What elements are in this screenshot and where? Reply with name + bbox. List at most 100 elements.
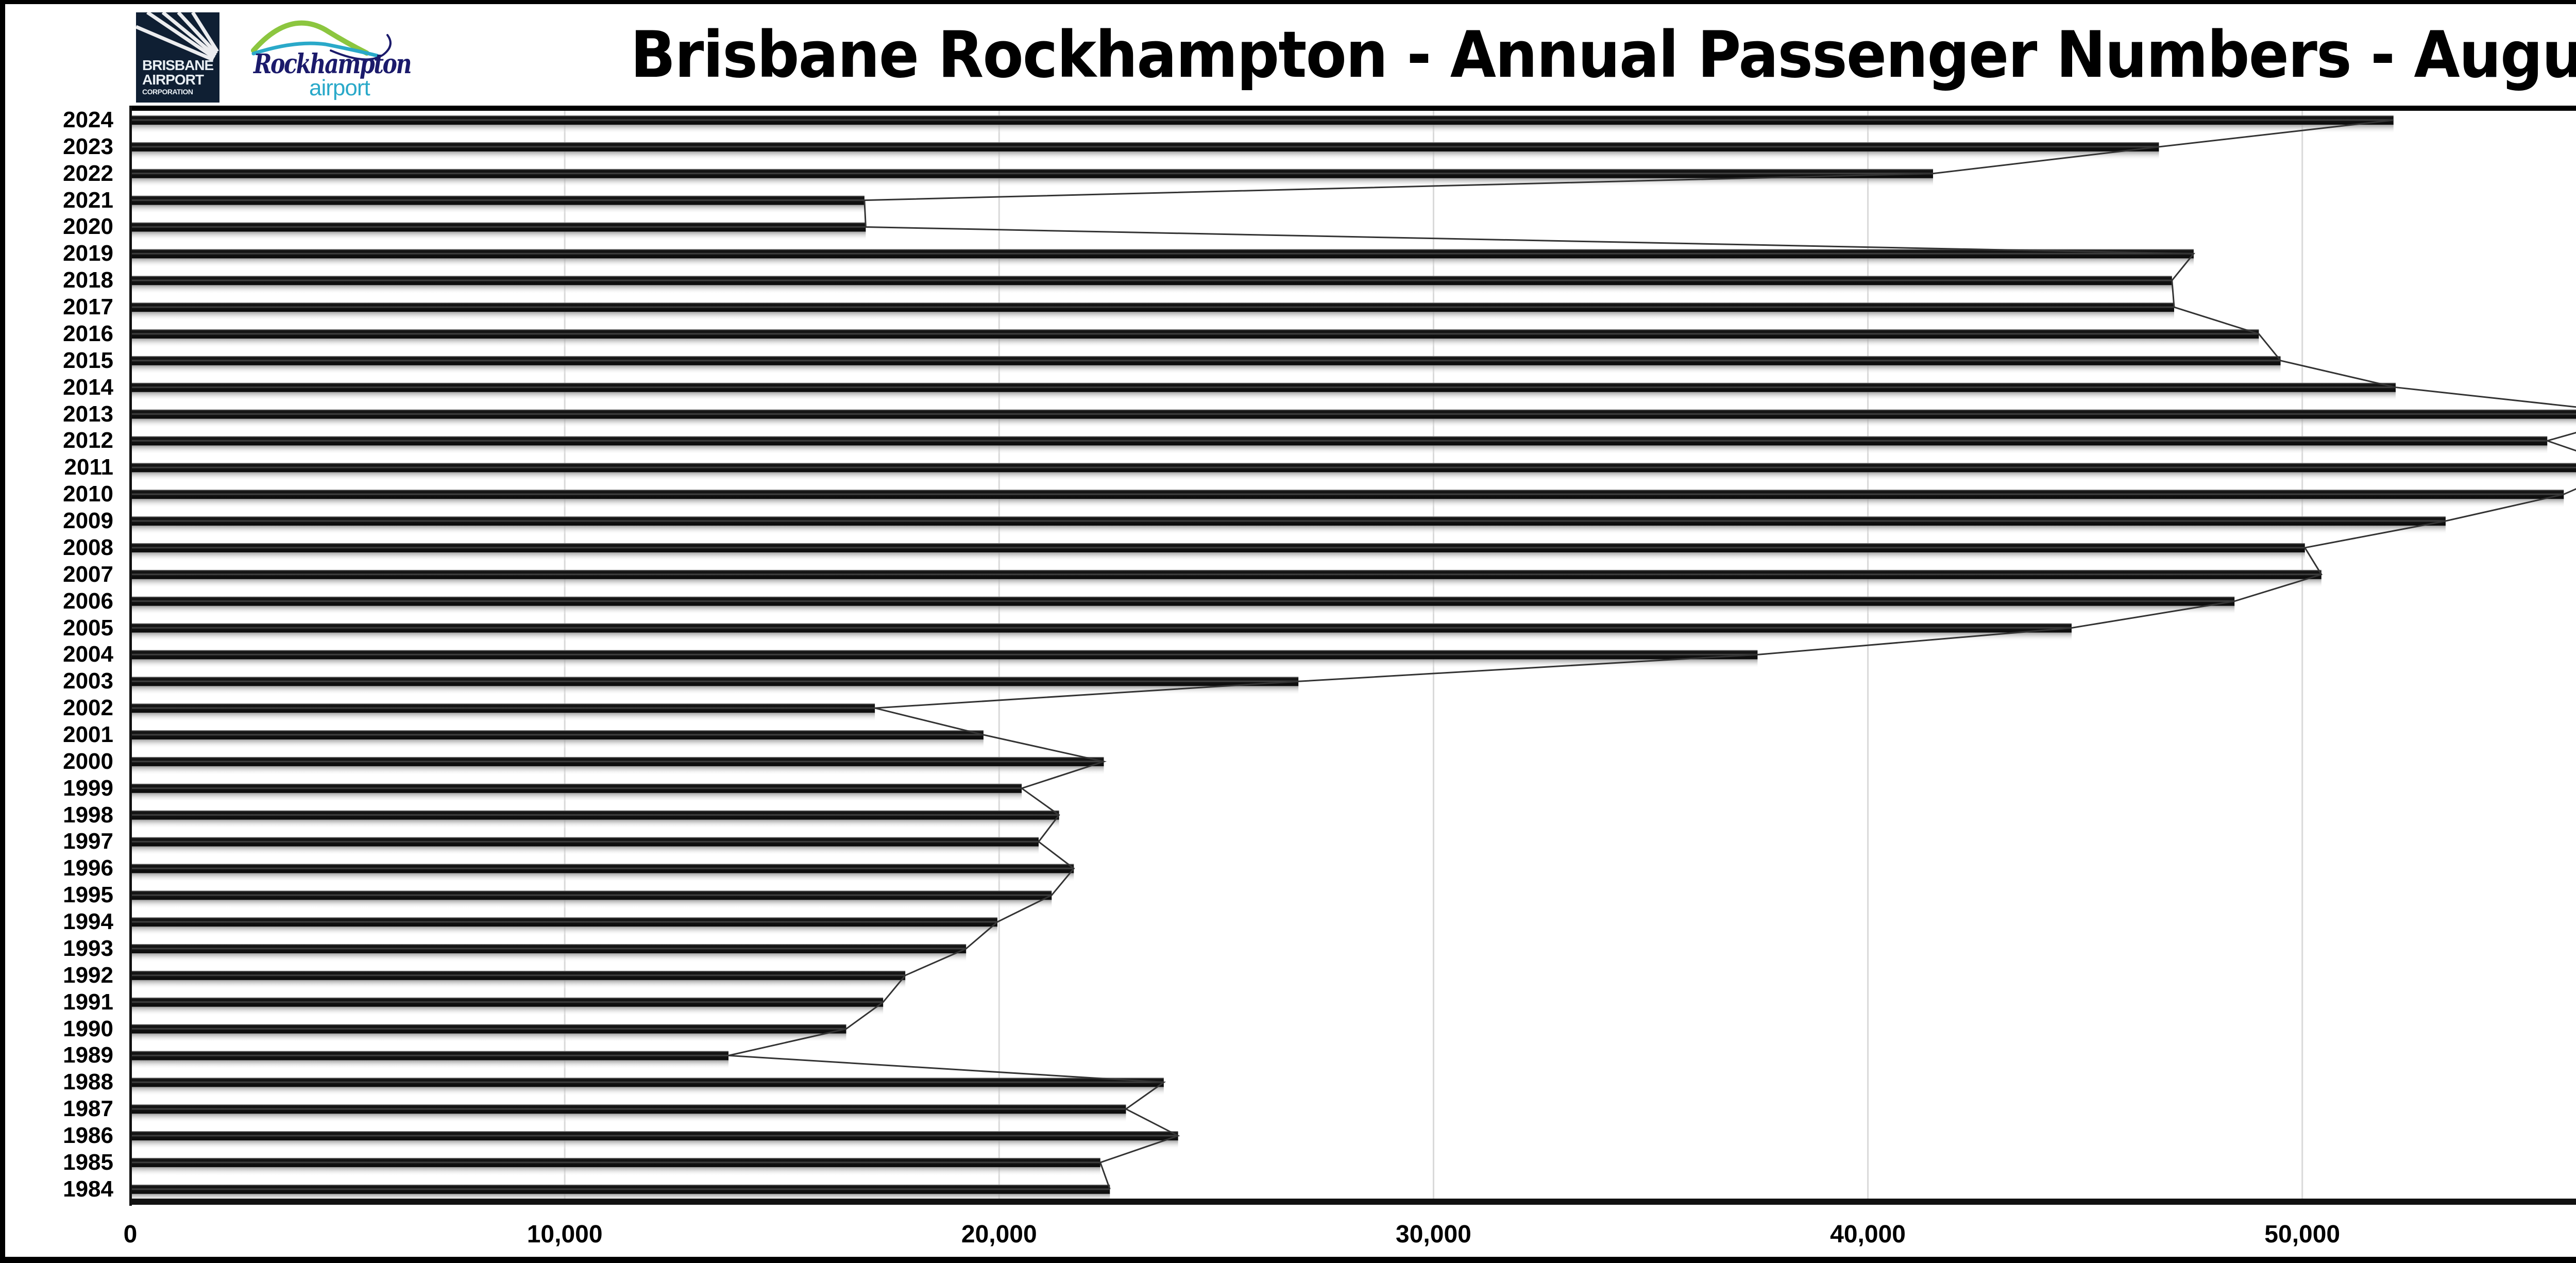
y-tick-label: 2022 xyxy=(63,160,113,186)
bar-1996 xyxy=(130,864,1074,873)
y-tick-label: 2015 xyxy=(63,347,113,373)
bar-1995 xyxy=(130,890,1052,900)
y-tick-label: 2005 xyxy=(63,615,113,641)
bar-1989 xyxy=(130,1051,729,1060)
bar-shadow xyxy=(130,498,2564,508)
chart-title: Brisbane Rockhampton - Annual Passenger … xyxy=(630,18,2576,92)
bar-shadow xyxy=(130,765,1104,775)
swoosh-hills-icon xyxy=(251,20,392,61)
y-tick-label: 2009 xyxy=(63,508,113,534)
bar-shadow xyxy=(130,1140,1178,1150)
bar-1992 xyxy=(130,970,906,980)
bar-shadow xyxy=(130,471,2576,481)
logo-text-airport: AIRPORT xyxy=(142,72,204,88)
x-tick-label: 10,000 xyxy=(527,1221,603,1248)
y-tick-label: 1990 xyxy=(63,1016,113,1041)
bar-shadow xyxy=(130,418,2576,428)
bar-2004 xyxy=(130,650,1758,660)
y-tick-label: 1991 xyxy=(63,989,113,1015)
y-tick-label: 1988 xyxy=(63,1069,113,1095)
bar-2020 xyxy=(130,222,866,232)
bar-shadow xyxy=(130,284,2172,294)
bar-shadow xyxy=(130,551,2305,561)
y-tick-label: 2004 xyxy=(63,642,113,667)
y-tick-label: 2000 xyxy=(63,748,113,774)
bar-shadow xyxy=(130,1113,1126,1123)
y-tick-label: 2006 xyxy=(63,588,113,614)
bar-1987 xyxy=(130,1104,1126,1114)
bar-2016 xyxy=(130,329,2259,339)
plot-border-bottom xyxy=(130,1199,2576,1205)
bar-shadow xyxy=(130,926,997,936)
bar-2013 xyxy=(130,409,2576,419)
bar-shadow xyxy=(130,605,2235,615)
bar-2014 xyxy=(130,382,2396,392)
bar-2018 xyxy=(130,276,2172,285)
y-tick-label: 2007 xyxy=(63,561,113,587)
bar-1988 xyxy=(130,1077,1164,1087)
bar-1990 xyxy=(130,1024,846,1034)
bar-1986 xyxy=(130,1131,1178,1141)
brisbane-airport-corporation-logo: BRISBANE AIRPORT CORPORATION xyxy=(136,12,219,103)
bar-2006 xyxy=(130,596,2235,606)
bar-shadow xyxy=(130,952,967,962)
y-tick-label: 2010 xyxy=(63,481,113,507)
bars xyxy=(130,115,2576,1203)
logo-text-corporation: CORPORATION xyxy=(142,88,193,96)
bar-shadow xyxy=(130,204,865,214)
y-tick-label: 2020 xyxy=(63,214,113,240)
y-tick-label: 1992 xyxy=(63,962,113,988)
bar-shadow xyxy=(130,525,2446,535)
bar-shadow xyxy=(130,1086,1164,1096)
bar-shadow xyxy=(130,364,2281,374)
bar-end-connector-line xyxy=(728,119,2576,1190)
bar-1998 xyxy=(130,810,1059,820)
bar-shadow xyxy=(130,739,984,749)
x-tick-label: 20,000 xyxy=(961,1221,1037,1248)
bar-shadow xyxy=(130,819,1059,829)
y-tick-label: 1986 xyxy=(63,1123,113,1149)
bar-shadow xyxy=(130,712,875,722)
y-tick-label: 2014 xyxy=(63,374,113,400)
bar-shadow xyxy=(130,231,866,241)
bar-1994 xyxy=(130,917,997,927)
bar-1999 xyxy=(130,783,1022,793)
y-tick-label: 1985 xyxy=(63,1149,113,1175)
y-tick-label: 2013 xyxy=(63,401,113,427)
bar-shadow xyxy=(130,1059,729,1069)
bar-2005 xyxy=(130,623,2072,633)
y-tick-label: 1995 xyxy=(63,882,113,908)
bar-shadow xyxy=(130,792,1022,802)
y-tick-label: 1984 xyxy=(63,1176,113,1202)
bar-2008 xyxy=(130,543,2305,552)
bar-1991 xyxy=(130,997,884,1007)
y-tick-label: 1998 xyxy=(63,802,113,828)
bar-2012 xyxy=(130,436,2548,446)
y-tick-label: 2016 xyxy=(63,321,113,346)
bar-shadow xyxy=(130,391,2396,401)
bar-2021 xyxy=(130,195,865,205)
y-tick-label: 2003 xyxy=(63,668,113,694)
y-tick-label: 2023 xyxy=(63,133,113,159)
bar-2001 xyxy=(130,730,984,740)
y-tick-label: 2002 xyxy=(63,695,113,721)
bar-shadow xyxy=(130,632,2072,642)
y-tick-label: 2012 xyxy=(63,428,113,453)
bar-shadow xyxy=(130,1006,884,1016)
bar-2003 xyxy=(130,677,1299,686)
bar-shadow xyxy=(130,311,2174,321)
bar-shadow xyxy=(130,1166,1100,1176)
y-tick-label: 1993 xyxy=(63,935,113,961)
bar-2023 xyxy=(130,142,2159,151)
bar-2011 xyxy=(130,463,2576,473)
bar-2015 xyxy=(130,356,2281,365)
bar-1985 xyxy=(130,1157,1100,1167)
bar-shadow xyxy=(130,846,1039,855)
logo-text-airport-sub: airport xyxy=(309,75,370,100)
x-tick-label: 40,000 xyxy=(1830,1221,1906,1248)
x-tick-label: 0 xyxy=(123,1221,138,1248)
x-tick-label: 30,000 xyxy=(1396,1221,1471,1248)
bar-2022 xyxy=(130,169,1934,178)
